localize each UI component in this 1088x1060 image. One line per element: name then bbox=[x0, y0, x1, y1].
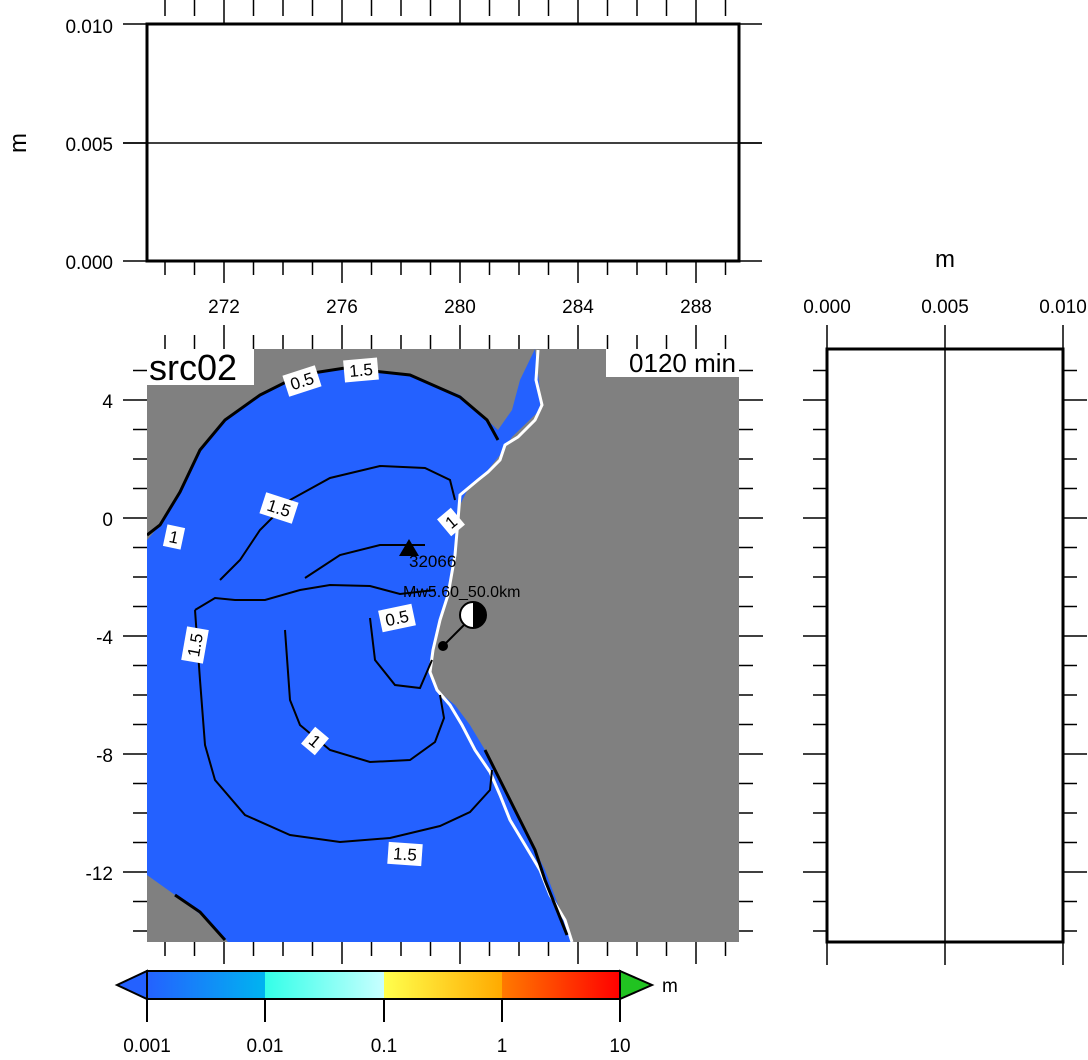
time-label-bg bbox=[606, 349, 739, 377]
land-top-left bbox=[147, 349, 535, 540]
top-x-ticks bbox=[164, 0, 727, 283]
colorbar-unit: m bbox=[662, 976, 678, 997]
x-tick-label: 272 bbox=[208, 297, 240, 318]
map-y-tick-label: -8 bbox=[96, 746, 113, 767]
top-y-tick-label: 0.005 bbox=[65, 135, 113, 156]
right-y-ticks bbox=[803, 369, 1087, 932]
contour-labels: 0.5 1.5 1.5 1 1 bbox=[162, 357, 465, 867]
top-y-ticks bbox=[123, 23, 762, 262]
right-panel: m 0.000 0.005 0.010 bbox=[803, 246, 1087, 965]
colorbar-high-arrow bbox=[619, 969, 655, 1001]
source-label: src02 bbox=[149, 347, 237, 388]
right-x-tick-label: 0.000 bbox=[803, 297, 851, 318]
x-tick-label: 284 bbox=[562, 297, 594, 318]
colorbar-segment bbox=[502, 971, 620, 999]
coast-contour bbox=[147, 366, 569, 941]
map-y-tick-label: -4 bbox=[96, 628, 113, 649]
map-panel: 32066 Mw5.60_50.0km 0.5 1.5 1.5 1 bbox=[86, 325, 763, 964]
station-label: 32066 bbox=[409, 552, 456, 571]
time-label: 0120 min bbox=[629, 348, 736, 378]
colorbar-low-arrow bbox=[114, 969, 148, 1001]
top-y-tick-label: 0.000 bbox=[65, 253, 113, 274]
x-tick-label: 288 bbox=[680, 297, 712, 318]
map-y-tick-label: -12 bbox=[86, 864, 113, 885]
contour-label: 1.5 bbox=[393, 844, 418, 865]
top-y-unit: m bbox=[5, 133, 32, 153]
event-label: Mw5.60_50.0km bbox=[403, 584, 520, 601]
contour-label: 1.5 bbox=[348, 360, 373, 381]
top-panel: 0.010 0.005 0.000 m 272 276 280 284 288 bbox=[5, 0, 762, 318]
map-y-ticks bbox=[123, 369, 763, 932]
land-bottom-left bbox=[147, 875, 228, 942]
coastline bbox=[428, 349, 574, 942]
contour-lines bbox=[194, 464, 493, 844]
colorbar-tick-label: 0.001 bbox=[123, 1036, 171, 1057]
right-x-tick-label: 0.005 bbox=[921, 297, 969, 318]
colorbar-tick-label: 0.01 bbox=[247, 1036, 284, 1057]
colorbar-segment bbox=[384, 971, 502, 999]
map-x-ticks bbox=[164, 325, 727, 964]
colorbar-segment bbox=[265, 971, 384, 999]
map-y-tick-label: 0 bbox=[102, 510, 113, 531]
map-y-tick-label: 4 bbox=[102, 392, 113, 413]
colorbar-tick-label: 1 bbox=[497, 1036, 508, 1057]
colorbar: m 0.001 0.01 0.1 1 10 bbox=[114, 969, 678, 1057]
contour-label: 0.5 bbox=[384, 607, 411, 631]
contour-label: 1.5 bbox=[184, 632, 207, 659]
x-tick-label: 276 bbox=[326, 297, 358, 318]
contour-label: 1 bbox=[167, 527, 180, 548]
x-tick-label: 280 bbox=[444, 297, 476, 318]
station-marker[interactable] bbox=[399, 539, 419, 556]
colorbar-segment bbox=[147, 971, 265, 999]
beachball-marker[interactable] bbox=[438, 601, 487, 651]
right-x-unit: m bbox=[935, 246, 955, 273]
colorbar-tick-label: 10 bbox=[609, 1036, 630, 1057]
right-x-tick-label: 0.010 bbox=[1039, 297, 1087, 318]
colorbar-tick-label: 0.1 bbox=[371, 1036, 397, 1057]
right-x-ticks bbox=[826, 325, 1064, 965]
top-y-tick-label: 0.010 bbox=[65, 17, 113, 38]
source-label-bg bbox=[147, 349, 254, 385]
